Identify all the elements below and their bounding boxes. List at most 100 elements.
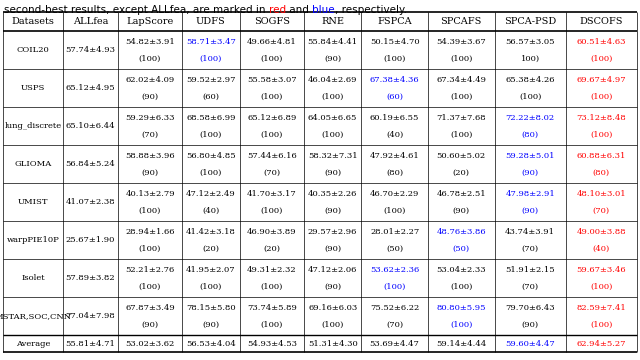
Text: (100): (100)	[383, 282, 406, 291]
Text: 51.31±4.30: 51.31±4.30	[308, 339, 358, 347]
Text: 72.22±8.02: 72.22±8.02	[506, 114, 555, 122]
Text: 62.94±5.27: 62.94±5.27	[577, 339, 626, 347]
Text: 71.37±7.68: 71.37±7.68	[436, 114, 486, 122]
Text: (90): (90)	[452, 206, 470, 214]
Text: (100): (100)	[450, 320, 472, 328]
Text: 53.04±2.33: 53.04±2.33	[436, 266, 486, 274]
Text: (90): (90)	[141, 168, 159, 176]
Text: LapScore: LapScore	[126, 17, 173, 26]
Text: Datasets: Datasets	[12, 17, 54, 26]
Text: 58.71±3.47: 58.71±3.47	[186, 38, 236, 46]
Text: (90): (90)	[324, 54, 341, 62]
Text: (80): (80)	[522, 130, 539, 138]
Text: 55.84±4.41: 55.84±4.41	[308, 38, 358, 46]
Text: 51.91±2.15: 51.91±2.15	[506, 266, 555, 274]
Text: (100): (100)	[590, 54, 612, 62]
Text: (100): (100)	[139, 282, 161, 291]
Text: 67.34±4.49: 67.34±4.49	[436, 76, 486, 84]
Text: (70): (70)	[593, 206, 610, 214]
Text: 56.53±4.04: 56.53±4.04	[186, 339, 236, 347]
Text: 49.66±4.81: 49.66±4.81	[247, 38, 296, 46]
Text: (100): (100)	[590, 320, 612, 328]
Text: SOGFS: SOGFS	[254, 17, 290, 26]
Text: SPCAFS: SPCAFS	[440, 17, 482, 26]
Text: 80.80±5.95: 80.80±5.95	[436, 303, 486, 312]
Text: (100): (100)	[321, 93, 344, 100]
Text: 41.07±2.38: 41.07±2.38	[65, 198, 115, 206]
Text: 46.90±3.89: 46.90±3.89	[247, 228, 296, 236]
Text: (100): (100)	[260, 130, 283, 138]
Text: GLIOMA: GLIOMA	[14, 160, 51, 168]
Text: (100): (100)	[200, 130, 222, 138]
Text: (100): (100)	[590, 282, 612, 291]
Text: (100): (100)	[260, 54, 283, 62]
Text: 47.92±4.61: 47.92±4.61	[370, 152, 420, 159]
Text: 55.81±4.71: 55.81±4.71	[65, 339, 115, 347]
Text: (100): (100)	[321, 320, 344, 328]
Text: 75.52±6.22: 75.52±6.22	[370, 303, 419, 312]
Text: (20): (20)	[202, 244, 220, 252]
Text: 59.52±2.97: 59.52±2.97	[186, 76, 236, 84]
Text: UMIST: UMIST	[18, 198, 48, 206]
Text: (100): (100)	[383, 54, 406, 62]
Text: 28.01±2.27: 28.01±2.27	[370, 228, 419, 236]
Text: (100): (100)	[450, 93, 472, 100]
Text: 48.10±3.01: 48.10±3.01	[577, 190, 626, 198]
Text: (100): (100)	[139, 206, 161, 214]
Text: 60.88±6.31: 60.88±6.31	[577, 152, 626, 159]
Text: MSTAR,SOC,CNN: MSTAR,SOC,CNN	[0, 312, 72, 320]
Text: (100): (100)	[260, 93, 283, 100]
Text: 49.00±3.88: 49.00±3.88	[577, 228, 626, 236]
Text: (90): (90)	[202, 320, 220, 328]
Text: (100): (100)	[383, 206, 406, 214]
Text: 57.89±3.82: 57.89±3.82	[65, 274, 115, 282]
Text: (90): (90)	[324, 206, 341, 214]
Text: (70): (70)	[141, 130, 159, 138]
Text: 69.67±4.97: 69.67±4.97	[577, 76, 626, 84]
Text: (100): (100)	[321, 130, 344, 138]
Text: 52.21±2.76: 52.21±2.76	[125, 266, 175, 274]
Text: 73.12±8.48: 73.12±8.48	[577, 114, 627, 122]
Text: (100): (100)	[139, 244, 161, 252]
Text: 60.51±4.63: 60.51±4.63	[577, 38, 626, 46]
Text: 56.84±5.24: 56.84±5.24	[65, 160, 115, 168]
Text: (20): (20)	[263, 244, 280, 252]
Text: 59.28±5.01: 59.28±5.01	[506, 152, 555, 159]
Text: 40.35±2.26: 40.35±2.26	[308, 190, 357, 198]
Text: 100): 100)	[520, 54, 540, 62]
Text: 59.60±4.47: 59.60±4.47	[506, 339, 555, 347]
Text: 57.44±6.16: 57.44±6.16	[247, 152, 296, 159]
Text: 53.69±4.47: 53.69±4.47	[370, 339, 420, 347]
Text: USPS: USPS	[20, 84, 45, 92]
Text: 69.16±6.03: 69.16±6.03	[308, 303, 357, 312]
Text: 58.32±7.31: 58.32±7.31	[308, 152, 358, 159]
Text: 57.74±4.93: 57.74±4.93	[65, 46, 115, 54]
Text: 46.04±2.69: 46.04±2.69	[308, 76, 357, 84]
Text: (90): (90)	[324, 282, 341, 291]
Text: (90): (90)	[141, 320, 159, 328]
Text: Isolet: Isolet	[21, 274, 45, 282]
Text: 67.87±3.49: 67.87±3.49	[125, 303, 175, 312]
Text: 65.38±4.26: 65.38±4.26	[506, 76, 555, 84]
Text: 79.70±6.43: 79.70±6.43	[506, 303, 555, 312]
Text: 73.74±5.89: 73.74±5.89	[247, 303, 297, 312]
Text: (90): (90)	[324, 244, 341, 252]
Text: (100): (100)	[590, 130, 612, 138]
Text: 59.67±3.46: 59.67±3.46	[577, 266, 626, 274]
Text: and: and	[286, 5, 312, 15]
Text: 68.58±6.99: 68.58±6.99	[186, 114, 236, 122]
Text: 65.10±6.44: 65.10±6.44	[65, 122, 115, 130]
Text: 56.57±3.05: 56.57±3.05	[506, 38, 555, 46]
Text: (70): (70)	[522, 282, 539, 291]
Text: 28.94±1.66: 28.94±1.66	[125, 228, 175, 236]
Text: 59.14±4.44: 59.14±4.44	[436, 339, 486, 347]
Text: (60): (60)	[386, 93, 403, 100]
Text: (70): (70)	[263, 168, 280, 176]
Text: 54.93±4.53: 54.93±4.53	[247, 339, 297, 347]
Text: (70): (70)	[522, 244, 539, 252]
Text: (90): (90)	[141, 93, 159, 100]
Text: 40.13±2.79: 40.13±2.79	[125, 190, 175, 198]
Text: 64.05±6.65: 64.05±6.65	[308, 114, 357, 122]
Text: 53.62±2.36: 53.62±2.36	[370, 266, 419, 274]
Text: 67.38±4.36: 67.38±4.36	[370, 76, 419, 84]
